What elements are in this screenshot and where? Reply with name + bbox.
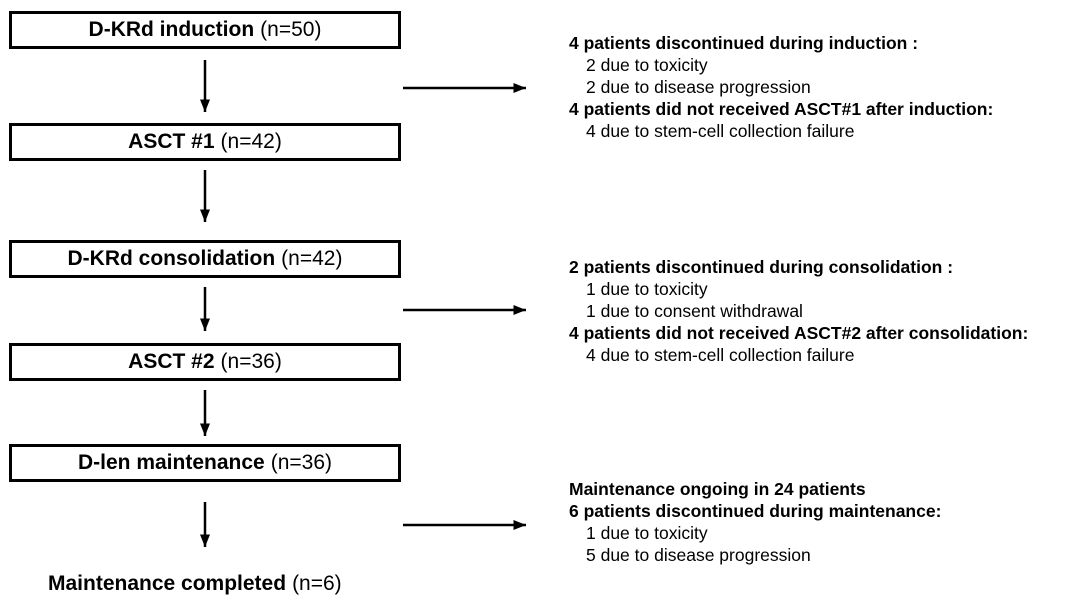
flow-box-induction-count: (n=50): [260, 18, 322, 41]
annotation-line: 4 patients did not received ASCT#1 after…: [569, 99, 994, 119]
annotation-line: 2 due to toxicity: [586, 55, 708, 75]
annotation-line: 6 patients discontinued during maintenan…: [569, 501, 942, 521]
annotation-line: 1 due to toxicity: [586, 279, 708, 299]
flow-box-asct2-label: ASCT #2: [128, 350, 215, 373]
annotation-line: 1 due to toxicity: [586, 523, 708, 543]
flow-box-consolidation-count: (n=42): [281, 247, 343, 270]
flow-box-asct1-label: ASCT #1: [128, 130, 215, 153]
flow-box-induction-label: D-KRd induction: [88, 18, 255, 41]
flow-box-maintenance-label: D-len maintenance: [77, 451, 265, 474]
annotation-line: 4 patients did not received ASCT#2 after…: [569, 323, 1029, 343]
annotation-line: 1 due to consent withdrawal: [586, 301, 803, 321]
annotation-line: 4 due to stem-cell collection failure: [586, 345, 855, 365]
flow-terminal-label: Maintenance completed: [48, 572, 287, 595]
flow-box-maintenance-count: (n=36): [270, 451, 332, 474]
flow-terminal-count: (n=6): [292, 572, 342, 595]
flow-box-asct1-count: (n=42): [220, 130, 282, 153]
annotation-line: 5 due to disease progression: [586, 545, 811, 565]
annotation-block-consolidation: 2 patients discontinued during consolida…: [569, 256, 1074, 366]
annotation-line: Maintenance ongoing in 24 patients: [569, 479, 866, 499]
annotation-line: 4 due to stem-cell collection failure: [586, 121, 855, 141]
flow-box-asct1: ASCT #1 (n=42): [9, 123, 401, 161]
flow-box-consolidation: D-KRd consolidation (n=42): [9, 240, 401, 278]
annotation-line: 4 patients discontinued during induction…: [569, 33, 919, 53]
annotation-line: 2 patients discontinued during consolida…: [569, 257, 954, 277]
flow-box-maintenance: D-len maintenance (n=36): [9, 444, 401, 482]
flow-box-asct2: ASCT #2 (n=36): [9, 343, 401, 381]
flow-box-asct2-count: (n=36): [220, 350, 282, 373]
flow-box-consolidation-label: D-KRd consolidation: [67, 247, 276, 270]
annotation-block-maintenance: Maintenance ongoing in 24 patients 6 pat…: [569, 478, 1074, 566]
annotation-block-induction: 4 patients discontinued during induction…: [569, 32, 1074, 142]
annotation-line: 2 due to disease progression: [586, 77, 811, 97]
flow-box-induction: D-KRd induction (n=50): [9, 11, 401, 49]
flow-terminal-maintenance-completed: Maintenance completed (n=6): [48, 572, 342, 596]
